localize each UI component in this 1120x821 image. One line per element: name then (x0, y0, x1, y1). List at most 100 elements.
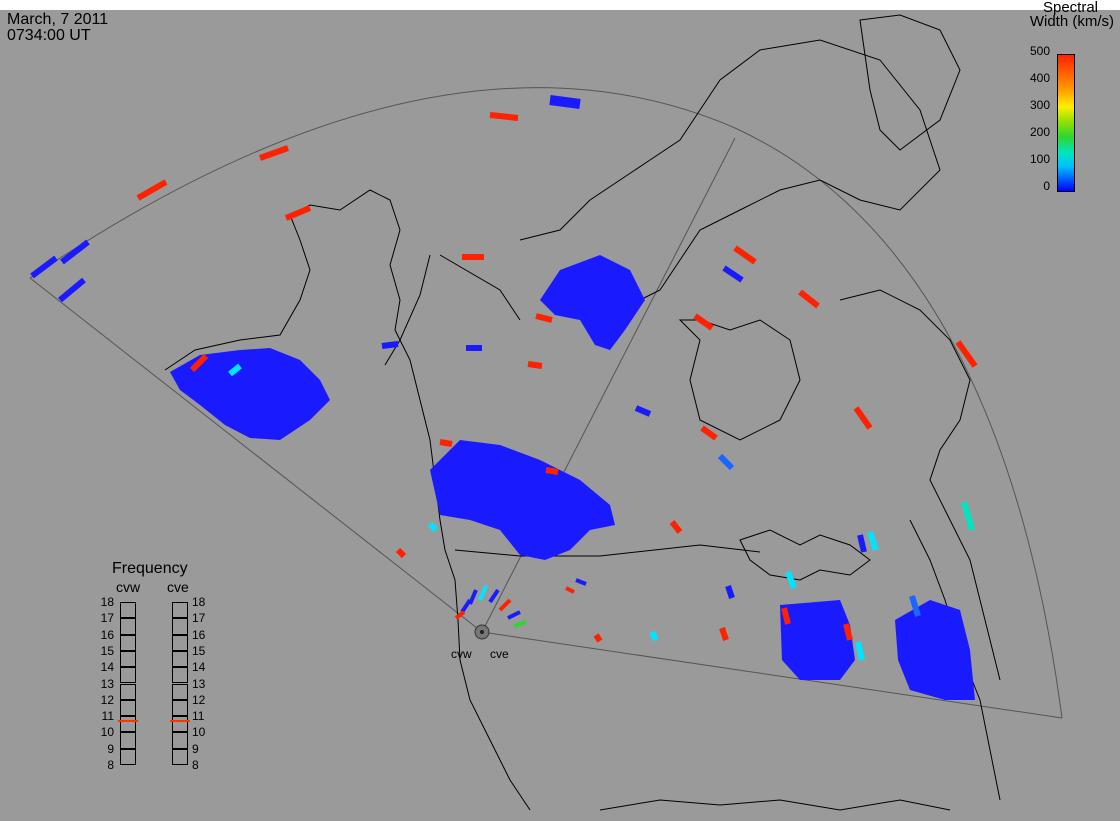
frequency-cell-cvw (120, 618, 136, 635)
echo-segment (593, 633, 603, 643)
echo-segment (955, 340, 978, 368)
color-scale-tick: 100 (1029, 152, 1050, 166)
color-scale-tick: 300 (1029, 98, 1050, 112)
field-of-view (29, 87, 1063, 719)
echo-segment (733, 245, 757, 265)
alaska-echo-cluster (170, 348, 330, 440)
frequency-cell-cvw (120, 716, 136, 733)
echo-segment (439, 439, 453, 447)
frequency-level-label-left: 18 (100, 595, 114, 609)
frequency-level-label-left: 10 (100, 725, 114, 740)
echo-segment (58, 277, 86, 303)
radar-label-west: cvw (451, 647, 472, 661)
echo-segment (961, 501, 975, 531)
territory-border (439, 254, 521, 321)
echo-segment (722, 265, 744, 283)
frequency-level-label-left: 12 (100, 692, 114, 707)
echo-segment (545, 467, 559, 475)
echo-segment (909, 595, 921, 617)
bc-echo-cluster (430, 440, 615, 560)
near-radar-echoes (454, 578, 587, 628)
echo-segment (565, 586, 575, 594)
frequency-level-label-right: 8 (192, 758, 199, 772)
frequency-cell-cvw (120, 634, 136, 651)
frequency-level-label-left: 11 (101, 709, 114, 724)
color-scale-title-line1: Spectral (1042, 0, 1098, 16)
alaska-canada-border (384, 254, 431, 366)
radar-site (474, 624, 490, 640)
echo-segment (549, 95, 581, 109)
east-echo-cluster-1 (780, 600, 855, 680)
echo-segments (30, 95, 978, 661)
frequency-radar-label-cve: cve (167, 579, 189, 595)
frequency-cell-cvw (120, 732, 136, 749)
fov-west-edge (29, 277, 483, 633)
echo-patches (170, 255, 975, 700)
date-label: March, 7 2011 (7, 11, 109, 28)
echo-segment (700, 425, 718, 441)
frequency-cell-cvw (120, 699, 136, 717)
frequency-level-label-right: 9 (192, 741, 199, 756)
echo-segment (513, 620, 527, 628)
echo-segment (693, 313, 714, 331)
frequency-cell-cve (172, 602, 188, 619)
echo-segment (228, 363, 242, 377)
fov-outer-arc (29, 87, 1063, 719)
echo-segment (507, 610, 521, 620)
frequency-cell-cvw (120, 602, 136, 619)
arctic-islands (519, 39, 941, 301)
echo-segment (478, 585, 488, 601)
echo-segment (136, 179, 168, 201)
echo-segment (843, 623, 853, 641)
frequency-cell-cve (172, 699, 188, 717)
frequency-panel-title: Frequency (112, 560, 188, 577)
echo-segment (489, 112, 519, 121)
time-label: 0734:00 UT (7, 27, 91, 44)
echo-segment (189, 353, 209, 373)
frequency-level-label-left: 17 (100, 611, 114, 626)
echo-segment (498, 598, 512, 612)
frequency-level-label-left: 14 (100, 660, 114, 675)
frequency-cell-cve (172, 748, 188, 765)
echo-segment (284, 205, 312, 221)
frequency-level-label-left: 13 (100, 676, 114, 691)
echo-segment (468, 589, 478, 605)
echo-segment (857, 534, 867, 553)
frequency-level-label-right: 14 (192, 660, 206, 675)
frequency-cell-cve (172, 716, 188, 733)
frequency-level-label-left: 8 (107, 758, 114, 772)
echo-segment (798, 289, 820, 309)
hudson-bay (678, 319, 801, 441)
frequency-level-label-left: 16 (100, 627, 114, 642)
echo-segment (535, 313, 553, 323)
color-scale-tick: 400 (1029, 71, 1050, 85)
frequency-level-label-right: 11 (192, 709, 205, 724)
radar-label-east: cve (490, 647, 509, 661)
frequency-radar-label-cvw: cvw (116, 579, 141, 595)
echo-segment (527, 361, 543, 369)
fov-beam-divider (481, 137, 736, 633)
frequency-level-label-right: 12 (192, 692, 206, 707)
frequency-level-label-right: 18 (192, 595, 206, 609)
frequency-cell-cvw (120, 650, 136, 668)
borders (384, 254, 761, 557)
frequency-cell-cve (172, 618, 188, 635)
frequency-level-label-right: 13 (192, 676, 206, 691)
arctic-echo-cluster (540, 255, 645, 350)
frequency-marker-cve (170, 719, 190, 722)
echo-segment (669, 520, 683, 534)
echo-segment (488, 588, 500, 604)
echo-segment (725, 585, 735, 599)
echo-segment (855, 641, 865, 661)
frequency-cell-cvw (120, 748, 136, 765)
frequency-level-label-left: 9 (107, 741, 114, 756)
frequency-cell-cve (172, 732, 188, 749)
gulf-coast (599, 799, 951, 811)
color-scale-tick: 0 (1043, 179, 1050, 193)
echo-segment (395, 547, 407, 559)
echo-segment (867, 531, 879, 551)
echo-segment (575, 578, 587, 586)
color-scale-tick: 500 (1029, 44, 1050, 58)
echo-segment (258, 145, 290, 161)
